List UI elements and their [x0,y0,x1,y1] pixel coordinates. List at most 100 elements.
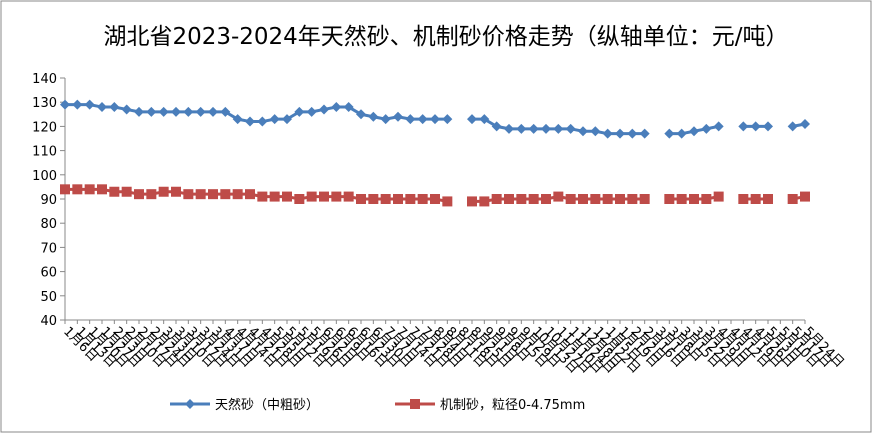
point [676,194,687,204]
point [430,114,440,125]
point [553,123,564,134]
point [306,106,317,117]
point [319,104,329,115]
point [72,184,83,195]
point [109,186,120,197]
point [615,128,625,139]
point [713,121,724,132]
point [84,184,95,195]
point [245,189,255,200]
point [787,121,798,132]
legend-label: 机制砂，粒径0-4.75mm [440,398,585,413]
point [84,99,95,110]
y-tick-label: 90 [40,193,57,208]
point [639,128,650,139]
point [689,126,699,137]
point [220,106,231,117]
point [185,399,195,409]
point [410,399,420,409]
point [602,128,613,139]
point [590,126,601,137]
point [146,106,157,117]
point [257,116,268,127]
point [121,104,132,115]
point [208,106,218,117]
y-tick-label: 130 [32,96,57,111]
point [553,191,564,202]
point [183,189,194,200]
point [97,184,107,195]
point [701,123,712,134]
point [442,196,453,207]
point [97,102,107,113]
point [738,121,749,132]
point [442,114,453,125]
point [343,191,354,202]
point [158,106,169,117]
point [800,191,810,202]
point [319,191,329,202]
point [158,186,169,197]
point [220,189,231,200]
point [701,194,712,204]
point [565,194,576,204]
point [232,189,243,200]
point [615,194,625,204]
point [479,114,490,125]
point [750,121,761,132]
point [417,194,428,204]
point [368,111,379,122]
point [689,194,699,204]
point [528,123,539,134]
point [356,194,366,204]
point [208,189,218,200]
point [541,123,551,134]
point [380,114,391,125]
point [294,194,305,204]
point [763,194,773,204]
point [294,106,305,117]
point [664,194,675,204]
y-tick-label: 60 [40,266,57,281]
y-tick-label: 80 [40,217,57,232]
point [134,189,144,200]
legend-label: 天然砂（中粗砂） [215,397,319,413]
point [60,184,70,195]
point [393,194,403,204]
point [60,99,70,110]
point [171,186,181,197]
point [282,114,292,125]
point [331,191,342,202]
chart-title: 湖北省2023-2024年天然砂、机制砂价格走势（纵轴单位：元/吨） [103,24,788,50]
y-tick-label: 70 [40,241,57,256]
point [763,121,773,132]
point [504,194,514,204]
point [491,121,502,132]
point [183,106,194,117]
y-tick-label: 140 [32,72,57,87]
point [787,194,798,204]
y-tick-label: 50 [40,290,57,305]
point [195,106,206,117]
y-tick-label: 40 [40,314,57,329]
point [146,189,157,200]
point [430,194,440,204]
point [306,191,317,202]
point [269,191,280,202]
point [565,123,576,134]
chart-border [0,0,872,433]
point [590,194,601,204]
point [627,194,638,204]
point [491,194,502,204]
y-tick-label: 120 [32,120,57,135]
point [121,186,132,197]
point [738,194,749,204]
point [282,191,292,202]
point [516,194,527,204]
point [602,194,613,204]
point [528,194,539,204]
point [380,194,391,204]
point [713,191,724,202]
point [109,102,120,113]
